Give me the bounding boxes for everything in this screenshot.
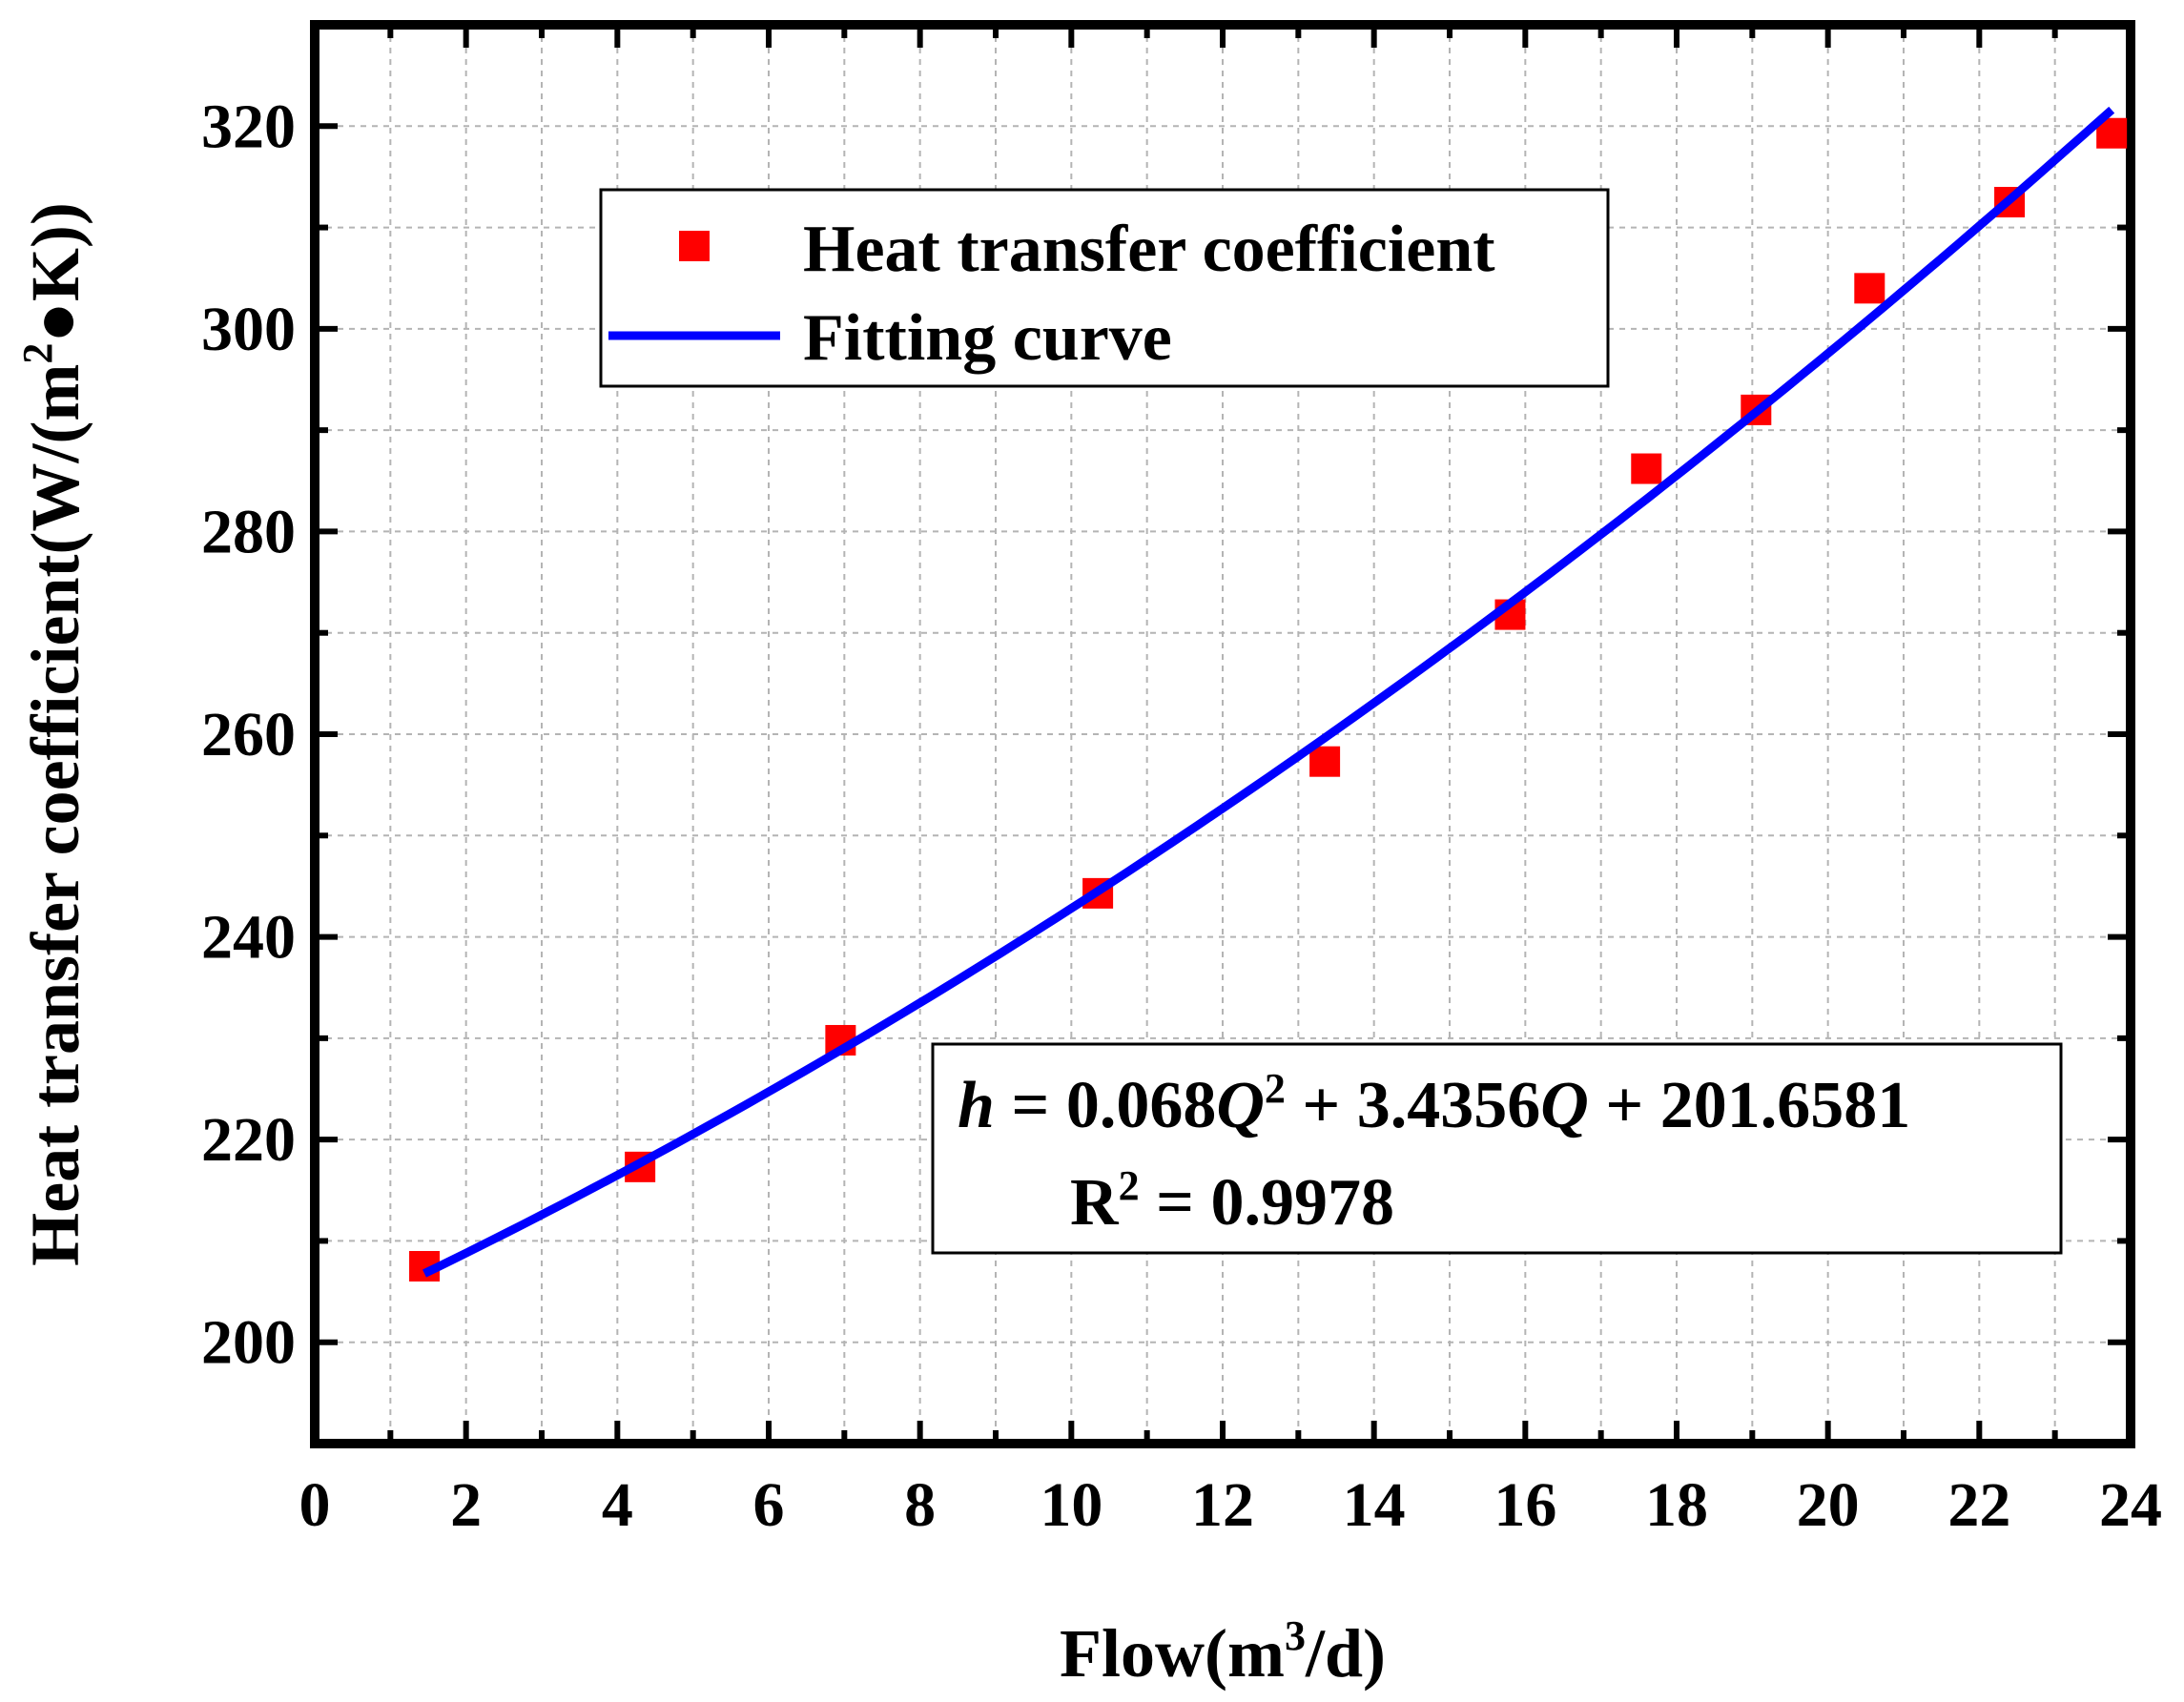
equation-part-eq: = 0.068	[995, 1069, 1216, 1142]
x-tick-label: 22	[1947, 1470, 2010, 1540]
data-point	[1854, 273, 1885, 303]
equation-part-mid: + 3.4356	[1286, 1069, 1540, 1142]
y-tick-label: 320	[201, 92, 296, 161]
y-tick-label: 220	[201, 1105, 296, 1175]
y-tick-label: 200	[201, 1308, 296, 1378]
equation-text: h = 0.068Q2 + 3.4356Q + 201.6581	[958, 1065, 1910, 1142]
x-tick-label: 14	[1343, 1470, 1406, 1540]
x-axis-title-main: Flow(m	[1060, 1615, 1285, 1692]
y-tick-label: 240	[201, 903, 296, 973]
y-axis-title-main: Heat transfer coefficient(W/(m	[17, 364, 93, 1266]
x-tick-label: 18	[1645, 1470, 1708, 1540]
chart: 0 2 4 6 8 10 12 14 16 18 20 22 24 200220240260280300…	[0, 0, 2184, 1702]
x-tick-label: 24	[2099, 1470, 2162, 1540]
equation-var-q1: Q	[1216, 1069, 1265, 1142]
x-tick-label: 10	[1040, 1470, 1102, 1540]
y-axis-title-tail: ●K))	[17, 202, 93, 342]
equation-var-h: h	[958, 1069, 995, 1142]
y-tick-label: 280	[201, 497, 296, 566]
y-tick-label: 300	[201, 295, 296, 364]
equation-var-q2: Q	[1540, 1069, 1589, 1142]
y-tick-label: 260	[201, 700, 296, 769]
equation-annotation: h = 0.068Q2 + 3.4356Q + 201.6581 R2 = 0.…	[933, 1044, 2061, 1253]
x-axis-title: Flow(m3/d)	[1060, 1612, 1386, 1692]
x-tick-label: 2	[450, 1470, 482, 1540]
legend-label-heat-transfer: Heat transfer coefficient	[803, 213, 1495, 286]
x-axis-title-tail: /d)	[1305, 1615, 1386, 1692]
x-tick-label: 8	[904, 1470, 936, 1540]
r2-superscript: 2	[1119, 1162, 1140, 1209]
data-point	[1631, 454, 1661, 484]
x-tick-label: 6	[753, 1470, 785, 1540]
x-tick-label: 20	[1797, 1470, 1860, 1540]
y-axis-title-sup: 2	[14, 343, 61, 364]
legend-marker-square	[679, 231, 710, 261]
x-tick-label: 4	[602, 1470, 633, 1540]
legend-label-fitting-curve: Fitting curve	[803, 301, 1172, 375]
x-tick-label: 12	[1191, 1470, 1254, 1540]
x-axis-title-sup: 3	[1285, 1612, 1306, 1659]
legend: Heat transfer coefficient Fitting curve	[601, 190, 1608, 386]
x-tick-label: 16	[1494, 1470, 1556, 1540]
equation-part-tail: + 201.6581	[1589, 1069, 1910, 1142]
r2-value: = 0.9978	[1140, 1166, 1394, 1240]
r2-main: R	[1070, 1166, 1120, 1240]
equation-superscript: 2	[1265, 1065, 1286, 1112]
x-tick-label: 0	[299, 1470, 331, 1540]
data-point	[1309, 747, 1340, 777]
